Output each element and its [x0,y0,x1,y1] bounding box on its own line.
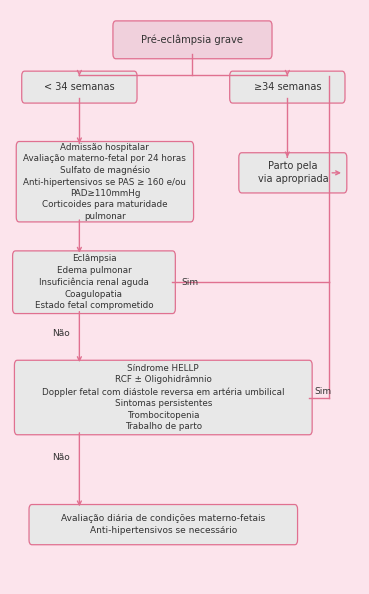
FancyBboxPatch shape [230,71,345,103]
Text: Parto pela
via apropriada: Parto pela via apropriada [258,162,328,184]
Text: Admissão hospitalar
Avaliação materno-fetal por 24 horas
Sulfato de magnésio
Ant: Admissão hospitalar Avaliação materno-fe… [24,143,186,221]
FancyBboxPatch shape [22,71,137,103]
Text: Sim: Sim [182,278,199,287]
FancyBboxPatch shape [239,153,347,193]
Text: Não: Não [52,453,70,462]
Text: ≥34 semanas: ≥34 semanas [254,82,321,92]
Text: Síndrome HELLP
RCF ± Oligohidrâmnio
Doppler fetal com diástole reversa em artéri: Síndrome HELLP RCF ± Oligohidrâmnio Dopp… [42,364,284,431]
FancyBboxPatch shape [113,21,272,59]
FancyBboxPatch shape [13,251,175,314]
Text: < 34 semanas: < 34 semanas [44,82,115,92]
FancyBboxPatch shape [14,360,312,435]
Text: Avaliação diária de condições materno-fetais
Anti-hipertensivos se necessário: Avaliação diária de condições materno-fe… [61,514,265,535]
FancyBboxPatch shape [16,141,194,222]
Text: Sim: Sim [315,387,332,396]
Text: Pré-eclâmpsia grave: Pré-eclâmpsia grave [141,34,244,45]
Text: Eclâmpsia
Edema pulmonar
Insuficiência renal aguda
Coagulopatia
Estado fetal com: Eclâmpsia Edema pulmonar Insuficiência r… [35,254,153,310]
Text: Não: Não [52,329,70,338]
FancyBboxPatch shape [29,504,297,545]
